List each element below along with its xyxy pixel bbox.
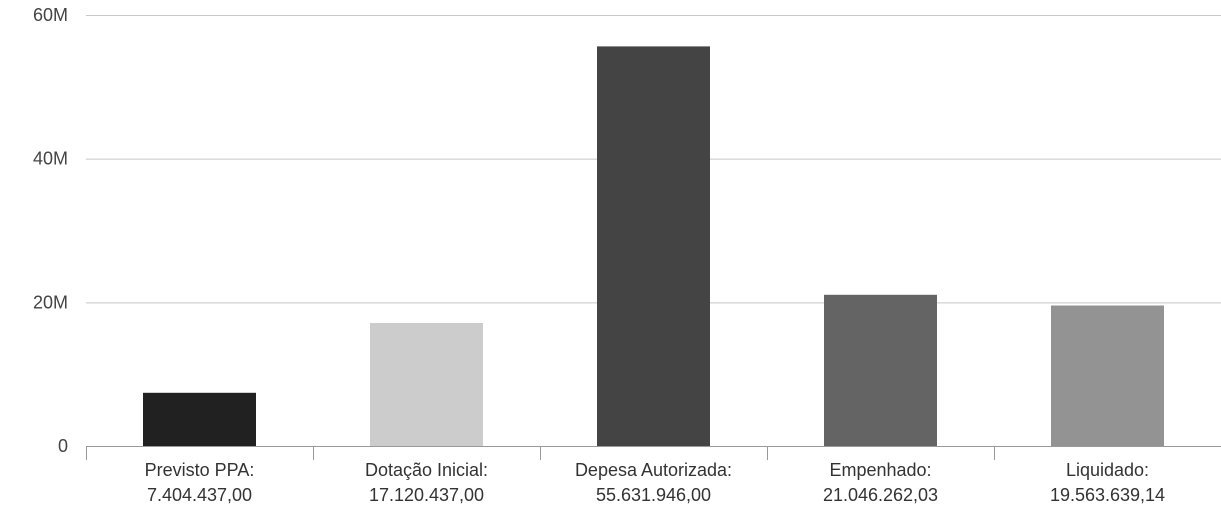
- x-category-label: Depesa Autorizada: 55.631.946,00: [575, 460, 732, 505]
- category-value: 55.631.946,00: [596, 485, 711, 505]
- x-category-label: Liquidado: 19.563.639,14: [1050, 460, 1165, 505]
- y-axis-tick-labels: 0 20M 40M 60M: [33, 5, 68, 456]
- category-value: 17.120.437,00: [369, 485, 484, 505]
- y-tick-label: 0: [58, 436, 68, 456]
- x-axis-category-labels: Previsto PPA: 7.404.437,00 Dotação Inicial…: [145, 460, 1165, 505]
- bar: [824, 294, 937, 446]
- y-tick-label: 20M: [33, 292, 68, 312]
- bar: [597, 46, 710, 447]
- category-value: 19.563.639,14: [1050, 485, 1165, 505]
- x-axis: [86, 446, 1221, 460]
- category-name: Dotação Inicial:: [365, 460, 488, 480]
- y-tick-label: 60M: [33, 5, 68, 25]
- y-tick-label: 40M: [33, 149, 68, 169]
- category-value: 21.046.262,03: [823, 485, 938, 505]
- bar: [370, 323, 483, 446]
- bar: [1051, 305, 1164, 446]
- category-name: Depesa Autorizada:: [575, 460, 732, 480]
- x-category-label: Empenhado: 21.046.262,03: [823, 460, 938, 505]
- bar: [143, 392, 256, 446]
- x-category-label: Previsto PPA: 7.404.437,00: [145, 460, 255, 505]
- bars: [143, 46, 1164, 447]
- category-name: Previsto PPA:: [145, 460, 255, 480]
- category-value: 7.404.437,00: [147, 485, 252, 505]
- category-name: Liquidado:: [1066, 460, 1149, 480]
- x-category-label: Dotação Inicial: 17.120.437,00: [365, 460, 488, 505]
- category-name: Empenhado:: [829, 460, 931, 480]
